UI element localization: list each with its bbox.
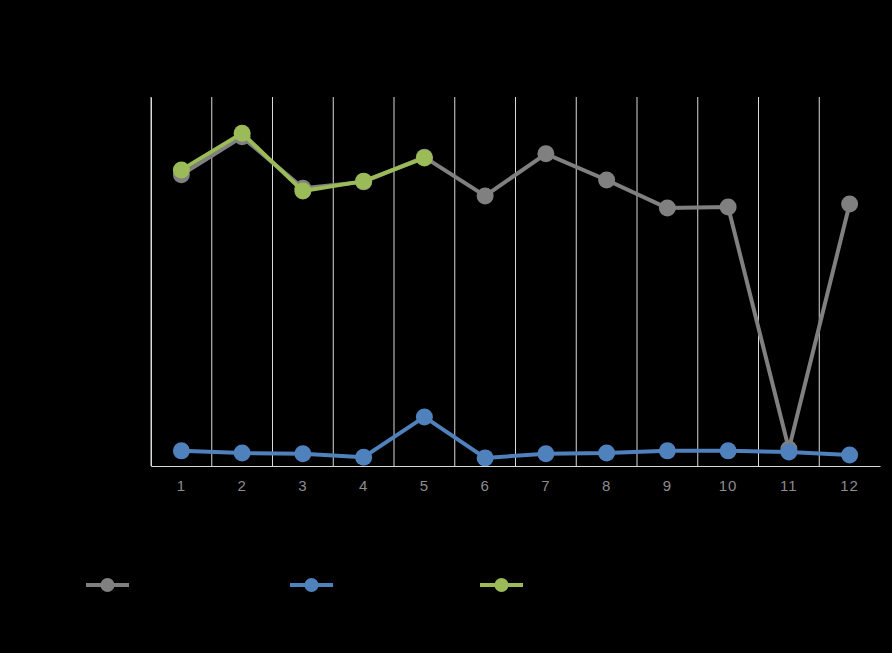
point: [294, 445, 311, 462]
series-line: [181, 137, 849, 449]
x-tick: 7: [541, 466, 550, 494]
x-tick: 11: [780, 466, 798, 494]
x-tick: 3: [298, 466, 307, 494]
grid-line: [333, 97, 334, 466]
point: [537, 445, 554, 462]
background: [0, 0, 892, 653]
point: [416, 149, 433, 166]
point: [416, 408, 433, 425]
plot: 123456789101112: [151, 97, 881, 494]
x-axis: 123456789101112: [152, 466, 881, 494]
point: [173, 442, 190, 459]
point: [841, 446, 858, 463]
x-tick-label: 5: [420, 477, 429, 494]
legend-marker: [495, 578, 509, 592]
grid-line: [394, 97, 395, 466]
point: [173, 162, 190, 179]
grid-line: [637, 97, 638, 466]
grid-line: [576, 97, 577, 466]
series-line: [181, 133, 424, 191]
x-tick-label: 6: [480, 477, 489, 494]
point: [477, 449, 494, 466]
x-tick-label: 1: [177, 477, 186, 494]
grid: [151, 97, 819, 466]
grid-line: [515, 97, 516, 466]
series: [173, 128, 858, 457]
x-tick-label: 11: [780, 477, 798, 494]
x-tick: 5: [420, 466, 429, 494]
x-tick: 6: [480, 466, 489, 494]
x-tick: 8: [602, 466, 611, 494]
legend-marker: [305, 578, 319, 592]
x-tick-label: 3: [298, 477, 307, 494]
series: [173, 408, 858, 466]
x-tick-label: 7: [541, 477, 550, 494]
point: [598, 445, 615, 462]
point: [234, 125, 251, 142]
x-tick: 10: [719, 466, 738, 494]
grid-line: [697, 97, 698, 466]
point: [659, 442, 676, 459]
point: [537, 145, 554, 162]
x-tick-label: 8: [602, 477, 611, 494]
point: [720, 442, 737, 459]
x-tick-label: 12: [840, 477, 859, 494]
grid-line: [151, 97, 152, 466]
point: [598, 172, 615, 189]
x-tick: 4: [359, 466, 368, 494]
x-axis-line: [152, 466, 881, 467]
x-tick-label: 4: [359, 477, 368, 494]
series-group: [173, 125, 858, 466]
legend-item: [480, 578, 523, 592]
x-tick: 9: [663, 466, 672, 494]
x-tick: 12: [840, 466, 859, 494]
point: [477, 187, 494, 204]
point: [780, 443, 797, 460]
x-tick-label: 10: [719, 477, 738, 494]
series: [173, 125, 433, 200]
grid-line: [819, 97, 820, 466]
y-axis: [151, 98, 152, 467]
legend-item: [290, 578, 333, 592]
grid-line: [758, 97, 759, 466]
series-line: [181, 417, 849, 458]
point: [355, 173, 372, 190]
point: [355, 449, 372, 466]
point: [720, 198, 737, 215]
grid-line: [272, 97, 273, 466]
point: [659, 200, 676, 217]
x-tick-label: 9: [663, 477, 672, 494]
point: [416, 149, 433, 166]
point: [234, 445, 251, 462]
grid-line: [454, 97, 455, 466]
x-tick: 2: [237, 466, 246, 494]
point: [841, 196, 858, 213]
chart: 123456789101112: [0, 0, 892, 653]
x-tick-label: 2: [237, 477, 246, 494]
point: [294, 183, 311, 200]
legend: [86, 578, 523, 592]
x-tick: 1: [177, 466, 186, 494]
y-axis-line: [151, 98, 152, 467]
legend-item: [86, 578, 129, 592]
point: [355, 173, 372, 190]
legend-marker: [101, 578, 115, 592]
